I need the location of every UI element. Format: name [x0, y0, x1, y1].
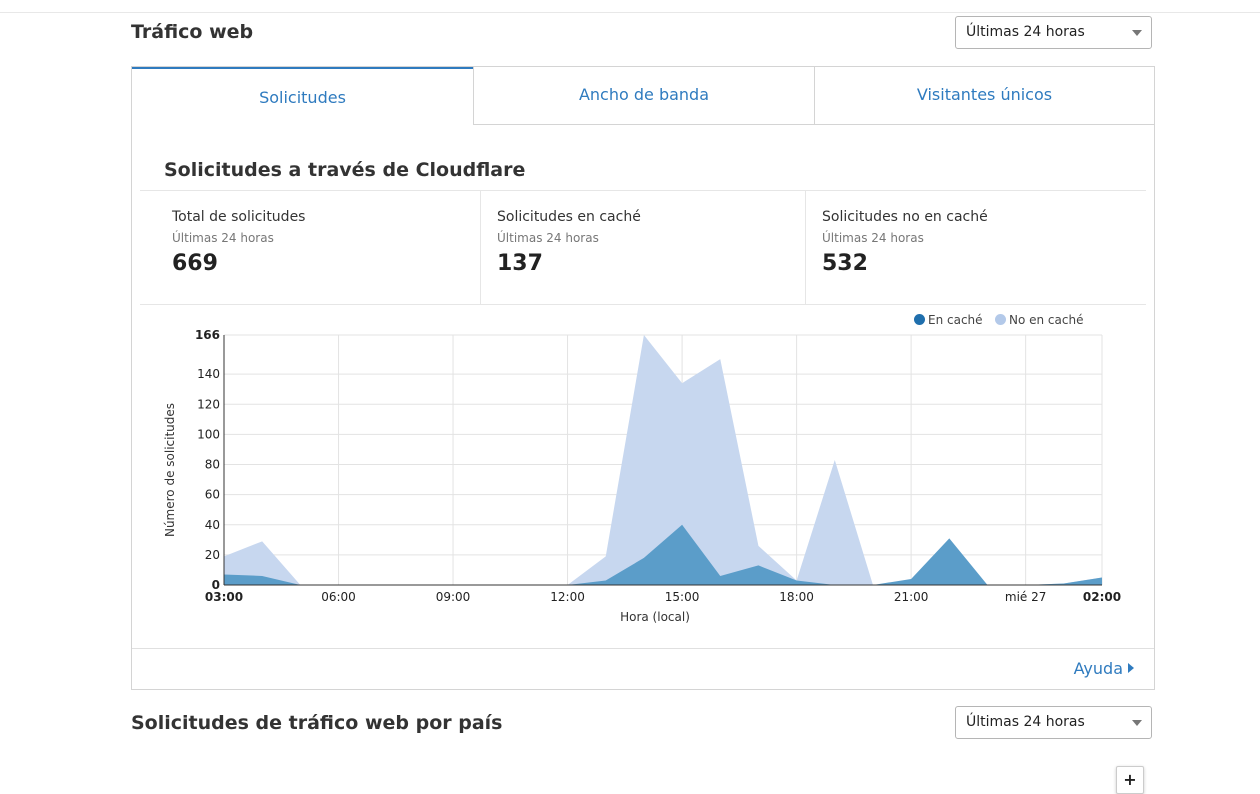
y-tick-label: 0 [212, 578, 220, 592]
stat-value: 669 [172, 251, 218, 276]
series-area-cached [224, 524, 1102, 585]
caret-down-icon [1132, 30, 1142, 36]
country-time-range-select[interactable]: Últimas 24 horas [955, 706, 1152, 739]
y-tick-label: 166 [195, 328, 220, 342]
x-tick-label: 02:00 [1083, 590, 1121, 604]
country-time-range-value: Últimas 24 horas [966, 714, 1085, 730]
help-link[interactable]: Ayuda [1074, 659, 1134, 678]
country-section-title: Solicitudes de tráfico web por país [131, 712, 503, 734]
chart-title: Solicitudes a través de Cloudflare [164, 159, 526, 181]
requests-area-chart: 0 20 40 60 80 100 120 140 166 03:00 06:00 09:00 12:0… [163, 328, 1121, 624]
y-axis-title: Número de solicitudes [163, 403, 177, 537]
series-area-uncached [224, 335, 1102, 585]
y-tick-label: 20 [205, 548, 220, 562]
stat-period: Últimas 24 horas [172, 231, 274, 245]
y-tick-label: 40 [205, 518, 220, 532]
stat-period: Últimas 24 horas [497, 231, 599, 245]
caret-down-icon [1132, 720, 1142, 726]
stat-label: Solicitudes en caché [497, 209, 641, 225]
caret-right-icon [1128, 663, 1134, 673]
traffic-card: Solicitudes Ancho de banda Visitantes ún… [131, 66, 1155, 690]
card-footer-divider [132, 648, 1154, 649]
section-title: Tráfico web [131, 21, 254, 43]
legend-label: En caché [928, 313, 983, 327]
legend-dot-uncached [995, 314, 1006, 325]
legend-dot-cached [914, 314, 925, 325]
x-tick-label: 06:00 [321, 590, 356, 604]
stat-total-requests: Total de solicitudes Últimas 24 horas 66… [172, 209, 472, 276]
y-tick-label: 60 [205, 488, 220, 502]
x-tick-label: 09:00 [436, 590, 471, 604]
x-axis-title: Hora (local) [620, 610, 690, 624]
x-tick-label: 03:00 [205, 590, 243, 604]
x-tick-label: mié 27 [1005, 590, 1046, 604]
title-divider [140, 190, 1146, 191]
legend-cached[interactable]: En caché [914, 313, 983, 327]
x-tick-label: 18:00 [779, 590, 814, 604]
y-tick-label: 120 [197, 397, 220, 411]
stat-label: Solicitudes no en caché [822, 209, 988, 225]
legend-label: No en caché [1009, 313, 1084, 327]
x-tick-label: 12:00 [550, 590, 585, 604]
stat-divider [480, 191, 481, 304]
top-divider [0, 12, 1260, 13]
y-tick-label: 140 [197, 367, 220, 381]
time-range-value: Últimas 24 horas [966, 24, 1085, 40]
x-tick-label: 21:00 [894, 590, 929, 604]
stat-label: Total de solicitudes [172, 209, 306, 225]
map-zoom-in-button[interactable]: + [1116, 766, 1144, 794]
stat-value: 137 [497, 251, 543, 276]
tab-bandwidth[interactable]: Ancho de banda [473, 67, 814, 125]
stats-divider [140, 304, 1146, 305]
help-label: Ayuda [1073, 659, 1123, 678]
stat-divider [805, 191, 806, 304]
x-tick-label: 15:00 [665, 590, 700, 604]
y-tick-label: 80 [205, 458, 220, 472]
y-tick-label: 100 [197, 427, 220, 441]
stat-cached-requests: Solicitudes en caché Últimas 24 horas 13… [497, 209, 797, 276]
legend-uncached[interactable]: No en caché [995, 313, 1083, 327]
tab-requests[interactable]: Solicitudes [132, 67, 473, 125]
tab-unique-visitors[interactable]: Visitantes únicos [814, 67, 1154, 125]
stat-uncached-requests: Solicitudes no en caché Últimas 24 horas… [822, 209, 1122, 276]
stat-value: 532 [822, 251, 868, 276]
tab-bar: Solicitudes Ancho de banda Visitantes ún… [132, 67, 1154, 125]
stat-period: Últimas 24 horas [822, 231, 924, 245]
time-range-select[interactable]: Últimas 24 horas [955, 16, 1152, 49]
